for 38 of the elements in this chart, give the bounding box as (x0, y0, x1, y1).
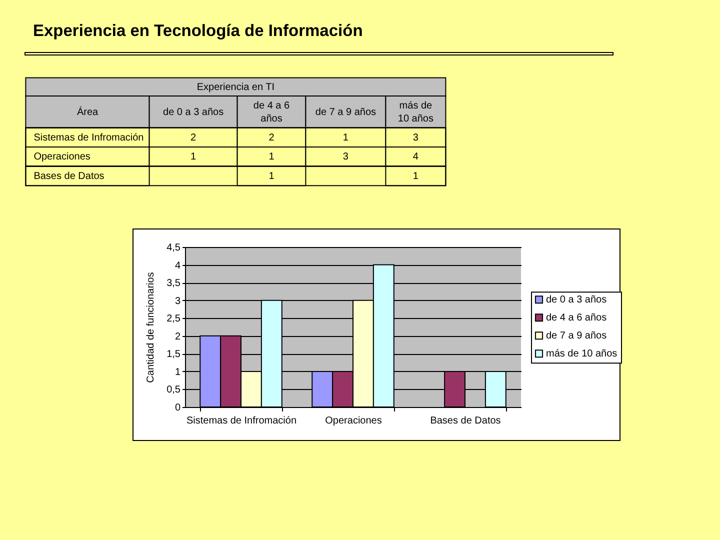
y-tick-label: 0 (174, 402, 181, 414)
y-tick-label: 0,5 (166, 384, 181, 396)
data-label: 2 (190, 132, 197, 144)
y-tick-label: 1 (174, 366, 181, 378)
y-tick-label: 1,5 (166, 349, 181, 360)
y-tick-label: Sistemas de Infromación (34, 132, 144, 144)
legend-label: más de 10 años (546, 348, 618, 360)
y-tick-label: Bases de Datos (34, 170, 104, 182)
data-label: 1 (412, 170, 419, 182)
legend-label: de 4 a 6 años (546, 312, 607, 324)
data-label: 2 (268, 132, 275, 144)
data-label: 1 (268, 152, 275, 163)
x-tick-label: Operaciones (325, 416, 382, 426)
x-tick-label: de 0 a 3 años (162, 106, 224, 118)
legend-label: de 0 a 3 años (546, 294, 607, 306)
chart-title: Experiencia en Tecnología de Información (33, 22, 363, 40)
data-label: 1 (342, 132, 349, 144)
data-label: 4 (412, 152, 419, 163)
y-axis-title: Cantidad de funcionarios (146, 272, 157, 383)
legend-label: de 7 a 9 años (546, 330, 607, 342)
y-tick-label: 2 (174, 331, 181, 342)
x-tick-label: de 7 a 9 años (315, 106, 376, 118)
y-tick-label: 4 (174, 260, 181, 272)
y-tick-label: 3 (174, 296, 181, 307)
y-axis-title: Área (76, 106, 98, 118)
data-label: 3 (342, 152, 349, 163)
data-label: 1 (190, 152, 197, 163)
x-tick-label: Bases de Datos (430, 416, 501, 426)
x-axis-title: Experiencia en TI (196, 82, 275, 93)
x-tick-label: más de 10 años (398, 100, 434, 124)
y-tick-label: 3,5 (166, 278, 181, 290)
data-label: 1 (268, 170, 275, 182)
data-label: 3 (412, 132, 419, 144)
y-tick-label: 4,5 (166, 242, 181, 254)
x-tick-label: de 4 a 6 años (253, 100, 290, 124)
y-tick-label: Operaciones (34, 152, 90, 163)
y-tick-label: 2,5 (166, 314, 181, 325)
x-tick-label: Sistemas de Infromación (186, 416, 297, 426)
